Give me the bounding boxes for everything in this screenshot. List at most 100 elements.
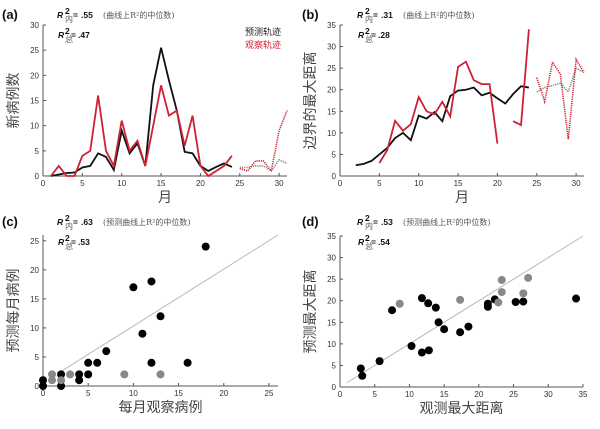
x-tick-label: 5 bbox=[377, 179, 382, 188]
y-tick-label: 0 bbox=[332, 172, 337, 181]
series-line bbox=[536, 57, 585, 140]
data-point bbox=[395, 299, 404, 308]
data-point bbox=[66, 370, 75, 379]
x-tick-label: 35 bbox=[579, 390, 588, 399]
r2-total-label: R bbox=[58, 237, 65, 247]
data-point bbox=[39, 382, 47, 390]
data-point bbox=[483, 302, 492, 311]
data-point bbox=[93, 358, 102, 367]
r2-sup: 2 bbox=[365, 213, 370, 223]
x-tick-label: 15 bbox=[174, 389, 183, 398]
y-tick-label: 10 bbox=[327, 129, 336, 138]
data-point bbox=[147, 277, 156, 286]
data-point bbox=[57, 370, 66, 379]
x-tick-label: 25 bbox=[235, 179, 244, 188]
r2-note: (曲线上R²的中位数) bbox=[103, 10, 174, 20]
y-axis-label: 新病例数 bbox=[6, 73, 22, 129]
r2-in-sub: 内 bbox=[65, 221, 73, 231]
data-point bbox=[75, 370, 84, 379]
x-tick-label: 10 bbox=[117, 179, 126, 188]
data-point bbox=[183, 358, 192, 367]
y-tick-label: 25 bbox=[327, 64, 336, 73]
legend-entry: 预测轨迹 bbox=[245, 26, 281, 38]
data-point bbox=[57, 382, 66, 390]
data-point bbox=[102, 347, 111, 356]
data-point bbox=[497, 288, 506, 297]
y-tick-label: 35 bbox=[327, 232, 336, 241]
y-tick-label: 25 bbox=[30, 46, 39, 55]
y-tick-label: 20 bbox=[30, 266, 39, 275]
reference-line bbox=[346, 235, 584, 384]
y-tick-label: 5 bbox=[35, 147, 40, 156]
y-tick-label: 5 bbox=[332, 150, 337, 159]
r2-total-value: .53 bbox=[78, 237, 90, 247]
x-axis-label: 月 bbox=[455, 190, 469, 206]
r2-note: (预测曲线上R²的中位数) bbox=[103, 217, 190, 227]
y-tick-label: 15 bbox=[327, 107, 336, 116]
x-tick-label: 25 bbox=[265, 389, 274, 398]
data-point bbox=[424, 346, 433, 355]
y-tick-label: 30 bbox=[30, 21, 39, 30]
data-point bbox=[358, 371, 367, 380]
r2-in-value: .63 bbox=[81, 217, 93, 227]
data-point bbox=[201, 242, 210, 251]
x-tick-label: 0 bbox=[338, 390, 343, 399]
x-tick-label: 25 bbox=[509, 390, 518, 399]
series-line bbox=[50, 47, 233, 177]
x-tick-label: 15 bbox=[440, 390, 449, 399]
data-point bbox=[156, 312, 165, 321]
data-point bbox=[156, 370, 165, 379]
panel-label: (d) bbox=[302, 214, 319, 229]
x-axis-label: 月 bbox=[158, 190, 172, 206]
r2-total-sub: 总 bbox=[365, 34, 373, 44]
data-point bbox=[48, 376, 57, 385]
r2-in-sub: 内 bbox=[65, 14, 73, 24]
r2-eq: = bbox=[73, 10, 78, 20]
r2-in-label: R bbox=[57, 10, 64, 20]
x-tick-label: 25 bbox=[532, 179, 541, 188]
data-point bbox=[138, 329, 147, 338]
series-line bbox=[239, 110, 288, 173]
r2-sup: 2 bbox=[365, 233, 370, 243]
r2-eq: = bbox=[371, 237, 376, 247]
y-tick-label: 20 bbox=[30, 71, 39, 80]
r2-total-sub: 总 bbox=[65, 34, 73, 44]
r2-sup: 2 bbox=[365, 6, 370, 16]
panel-label: (a) bbox=[2, 7, 18, 22]
data-point bbox=[456, 295, 465, 304]
y-tick-label: 5 bbox=[332, 361, 337, 370]
y-tick-label: 15 bbox=[30, 295, 39, 304]
y-tick-label: 10 bbox=[30, 324, 39, 333]
series-line bbox=[378, 60, 499, 164]
x-tick-label: 10 bbox=[405, 390, 414, 399]
y-tick-label: 35 bbox=[327, 21, 336, 30]
y-tick-label: 30 bbox=[327, 43, 336, 52]
x-tick-label: 10 bbox=[129, 389, 138, 398]
r2-in-value: .53 bbox=[381, 217, 393, 227]
data-point bbox=[84, 358, 93, 367]
r2-total-value: .47 bbox=[78, 30, 90, 40]
r2-total-value: .28 bbox=[378, 30, 390, 40]
x-tick-label: 20 bbox=[493, 179, 502, 188]
data-point bbox=[440, 325, 449, 334]
r2-sup: 2 bbox=[65, 26, 70, 36]
x-tick-label: 0 bbox=[41, 179, 46, 188]
r2-eq: = bbox=[373, 217, 378, 227]
y-tick-label: 20 bbox=[327, 86, 336, 95]
y-tick-label: 30 bbox=[327, 254, 336, 263]
y-tick-label: 15 bbox=[30, 97, 39, 106]
y-tick-label: 10 bbox=[327, 340, 336, 349]
x-tick-label: 5 bbox=[80, 179, 85, 188]
data-point bbox=[456, 328, 465, 337]
legend-entry: 观察轨迹 bbox=[245, 39, 281, 51]
y-tick-label: 10 bbox=[30, 122, 39, 131]
data-point bbox=[572, 294, 581, 303]
data-point bbox=[519, 289, 528, 298]
y-tick-label: 0 bbox=[35, 382, 40, 391]
series-line bbox=[239, 158, 288, 173]
x-tick-label: 15 bbox=[157, 179, 166, 188]
data-point bbox=[48, 370, 57, 379]
y-tick-label: 0 bbox=[35, 172, 40, 181]
